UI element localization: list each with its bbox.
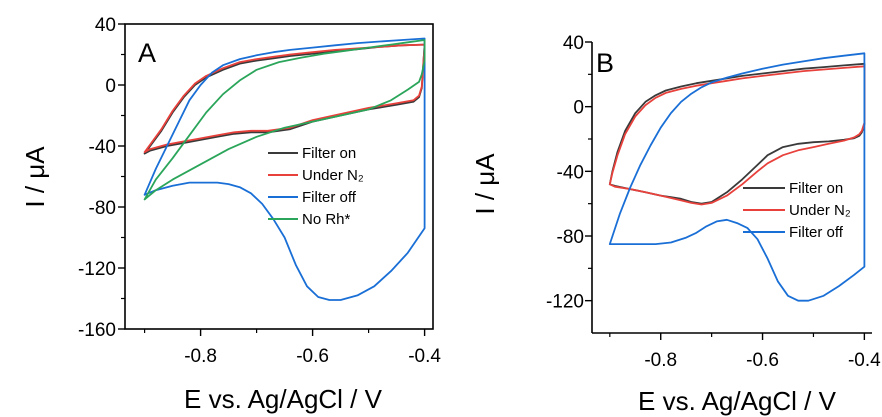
panel-b-y-tick-label-2: 0 <box>573 98 584 119</box>
panel-b-y-axis-title: I / μA <box>470 153 500 215</box>
panel-a-series-4-line <box>143 39 426 201</box>
panel-b-y-tick-label-3: -40 <box>557 162 584 183</box>
panel-a-y-tick-label-5: -120 <box>78 259 116 280</box>
panel-b-series-2-line <box>608 65 866 206</box>
panel-a-letter: A <box>138 38 156 68</box>
panel-a-legend-label-3: Filter off <box>302 189 357 206</box>
panel-a-x-tick-label-2: -0.6 <box>296 346 329 367</box>
panel-a: -0.8 -0.6 -0.4 40 0 -40 -80 -120 -160 A E vs. Ag… <box>20 15 441 414</box>
panel-a-series-group <box>143 37 426 301</box>
panel-a-x-axis-title: E vs. Ag/AgCl / V <box>184 384 383 414</box>
panel-b-y-tick-label-5: -120 <box>546 292 584 313</box>
panel-a-y-axis-title: I / μA <box>20 146 50 208</box>
panel-b-x-axis-title: E vs. Ag/AgCl / V <box>638 386 837 416</box>
panel-b-x-tick-label-1: -0.8 <box>644 350 677 371</box>
panel-b-y-tick-label-4: -80 <box>557 227 584 248</box>
panel-b-letter: B <box>596 48 614 78</box>
panel-a-y-tick-label-1: 40 <box>95 15 116 36</box>
panel-b-y-tick-label-1: 40 <box>563 33 584 54</box>
panel-a-plot-frame <box>124 23 434 330</box>
panel-b-x-tick-label-3: -0.4 <box>848 350 881 371</box>
panel-a-legend: Filter on Under N₂ Filter off No Rh* <box>268 145 364 228</box>
panel-b-series-group <box>608 52 866 302</box>
panel-a-x-tick-label-3: -0.4 <box>408 346 441 367</box>
panel-b-x-tick-label-2: -0.6 <box>746 350 779 371</box>
panel-a-y-tick-label-3: -40 <box>89 137 116 158</box>
panel-b-legend-label-1: Filter on <box>789 180 843 197</box>
panel-a-series-3-line <box>143 37 426 301</box>
panel-a-y-tick-label-6: -160 <box>78 320 116 341</box>
panel-a-legend-label-1: Filter on <box>302 145 356 162</box>
panel-a-legend-label-4: No Rh* <box>302 211 351 228</box>
panel-b-legend-label-2: Under N₂ <box>789 202 851 219</box>
panel-b-series-3-line <box>608 52 866 302</box>
panel-b: -0.8 -0.6 -0.4 40 0 -40 -80 -120 B E vs. Ag/AgC… <box>470 33 881 416</box>
panel-a-x-tick-label-1: -0.8 <box>184 346 217 367</box>
panel-a-ticks-group: -0.8 -0.6 -0.4 40 0 -40 -80 -120 -160 <box>78 15 441 367</box>
panel-b-ticks-group: -0.8 -0.6 -0.4 40 0 -40 -80 -120 <box>546 33 881 371</box>
panel-b-legend: Filter on Under N₂ Filter off <box>743 180 851 241</box>
panel-a-y-tick-label-2: 0 <box>105 76 116 97</box>
panel-a-legend-label-2: Under N₂ <box>302 167 364 184</box>
panel-b-series-1-line <box>608 62 866 205</box>
panel-a-y-tick-label-4: -80 <box>89 198 116 219</box>
panel-b-legend-label-3: Filter off <box>789 224 844 241</box>
